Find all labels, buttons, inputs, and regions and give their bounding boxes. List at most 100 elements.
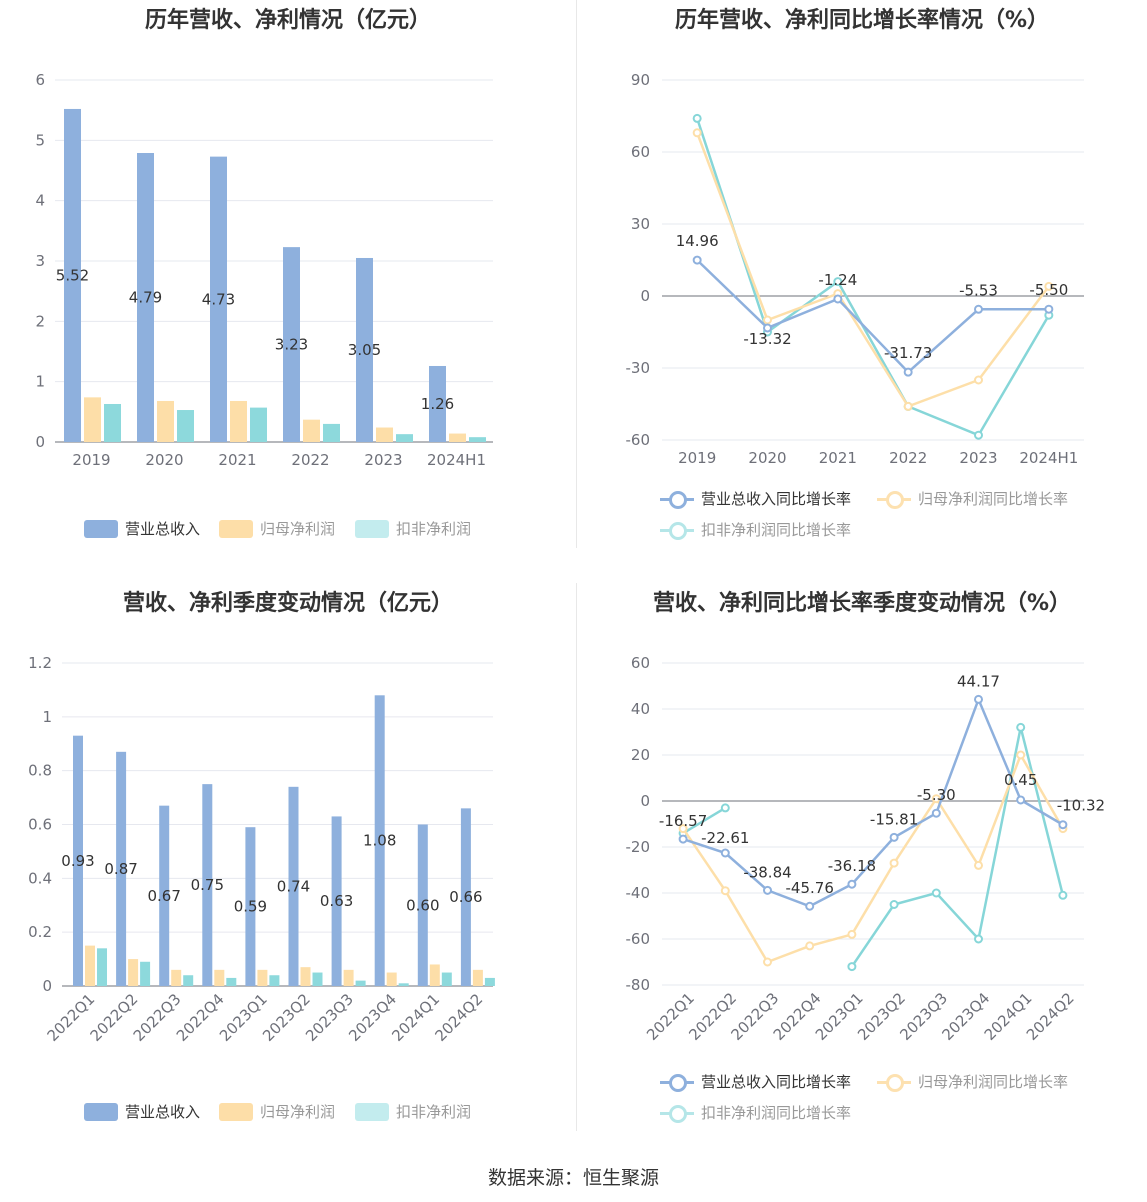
annual-revenue-profit-panel: 历年营收、净利情况（亿元） 0 1 2 3 4 5 6 5.52 2019 4.79 2020 4.7… xyxy=(0,0,576,560)
x-tick-label: 2022 xyxy=(889,449,927,467)
data-label: 4.73 xyxy=(202,290,235,308)
series-line-revenue-growth xyxy=(696,259,1049,374)
bar-net-profit xyxy=(230,400,247,442)
legend-item-revenue-growth[interactable]: 营业总收入同比增长率 xyxy=(660,488,851,509)
series-line-deducted-growth xyxy=(850,727,1065,968)
chart-title: 历年营收、净利情况（亿元） xyxy=(144,8,431,33)
bar-net-profit xyxy=(300,967,311,986)
bar-revenue xyxy=(460,808,471,986)
data-label: -31.73 xyxy=(884,344,932,362)
bar-net-profit xyxy=(429,964,440,986)
point-deducted-growth xyxy=(720,803,730,813)
legend-item-net-profit[interactable]: 归母净利润 xyxy=(219,518,335,539)
bar-deducted-profit xyxy=(398,983,409,986)
legend-item-revenue[interactable]: 营业总收入 xyxy=(84,518,200,539)
legend-item-deducted-growth[interactable]: 扣非净利润同比增长率 xyxy=(660,519,851,540)
legend-item-deducted-profit[interactable]: 扣非净利润 xyxy=(355,518,471,539)
point-revenue-growth xyxy=(1044,304,1054,314)
data-label: -22.61 xyxy=(701,829,749,847)
legend-item-deducted-growth[interactable]: 扣非净利润同比增长率 xyxy=(660,1102,851,1123)
bar-deducted-profit xyxy=(396,434,413,442)
legend-swatch xyxy=(660,1073,694,1092)
bar-deducted-profit xyxy=(140,961,151,986)
bar-deducted-profit xyxy=(312,972,323,986)
bar-net-profit xyxy=(84,397,101,442)
bar-net-profit xyxy=(303,419,320,442)
point-revenue-growth xyxy=(974,304,983,314)
legend-label: 归母净利润 xyxy=(260,1103,336,1121)
legend-item-net-profit-growth[interactable]: 归母净利润同比增长率 xyxy=(877,488,1068,509)
point-revenue-growth xyxy=(903,367,913,377)
data-label: 0.93 xyxy=(61,852,94,870)
bar-net-profit xyxy=(376,427,393,442)
point-deducted-growth xyxy=(931,888,941,898)
x-tick-label: 2024H1 xyxy=(1019,449,1078,467)
x-tick-label: 2020 xyxy=(748,449,786,467)
x-tick-label: 2021 xyxy=(218,451,256,469)
legend-label: 扣非净利润 xyxy=(396,1103,472,1121)
bar-revenue xyxy=(116,751,127,986)
legend-item-revenue[interactable]: 营业总收入 xyxy=(84,1101,200,1122)
legend-item-net-profit[interactable]: 归母净利润 xyxy=(219,1101,335,1122)
point-revenue-growth xyxy=(692,255,702,265)
bar-revenue xyxy=(417,824,428,986)
point-deducted-growth xyxy=(974,934,983,944)
data-label: -1.24 xyxy=(818,271,857,289)
legend-label: 扣非净利润 xyxy=(396,520,472,538)
legend-label: 扣非净利润同比增长率 xyxy=(701,521,852,539)
data-label: 0.74 xyxy=(277,877,310,895)
data-label: -15.81 xyxy=(870,810,918,828)
legend-swatch xyxy=(660,1104,694,1123)
legend-item-net-profit-growth[interactable]: 归母净利润同比增长率 xyxy=(877,1071,1068,1092)
data-label: -13.32 xyxy=(743,330,791,348)
point-deducted-growth xyxy=(889,900,899,909)
data-label: -5.50 xyxy=(1029,281,1068,299)
legend-item-revenue-growth[interactable]: 营业总收入同比增长率 xyxy=(660,1071,851,1092)
legend-label: 营业总收入 xyxy=(125,1103,201,1121)
bar-net-profit xyxy=(449,433,466,442)
bar-deducted-profit xyxy=(269,975,280,986)
bar-deducted-profit xyxy=(355,980,366,986)
point-net-profit-growth xyxy=(847,929,857,939)
y-tick-label: 3 xyxy=(35,252,45,270)
legend-swatch xyxy=(355,1102,389,1121)
quarterly-revenue-profit-panel: 营收、净利季度变动情况（亿元） 0 0.2 0.4 0.6 0.8 1 1.2 0.93 202… xyxy=(0,583,576,1143)
y-tick-label: 0 xyxy=(640,792,650,810)
y-tick-label: 0.2 xyxy=(28,923,52,941)
point-net-profit-growth xyxy=(1016,750,1026,760)
data-label: -45.76 xyxy=(786,879,834,897)
data-label: 3.23 xyxy=(275,336,308,354)
legend-swatch xyxy=(877,1073,911,1092)
data-label: 0.75 xyxy=(191,876,224,894)
legend-label: 归母净利润 xyxy=(260,520,336,538)
y-tick-label: -20 xyxy=(626,838,651,856)
annual-growth-panel: 历年营收、净利同比增长率情况（%） -60 -30 0 30 60 90 14.96 -13.… xyxy=(577,0,1147,560)
y-tick-label: 30 xyxy=(631,215,650,233)
legend-label: 归母净利润同比增长率 xyxy=(918,490,1069,508)
point-net-profit-growth xyxy=(805,941,815,951)
point-net-profit-growth xyxy=(1044,281,1054,291)
point-net-profit-growth xyxy=(763,957,772,967)
data-label: -10.32 xyxy=(1057,797,1105,815)
point-net-profit-growth xyxy=(678,824,688,834)
data-label: 0.60 xyxy=(406,896,439,914)
chart-title: 营收、净利季度变动情况（亿元） xyxy=(122,591,453,616)
bar-deducted-profit xyxy=(469,437,486,442)
bar-revenue xyxy=(210,156,227,442)
point-revenue-growth xyxy=(805,901,815,911)
point-deducted-growth xyxy=(974,430,983,440)
x-tick-label: 2023 xyxy=(364,451,402,469)
legend-item-deducted-profit[interactable]: 扣非净利润 xyxy=(355,1101,471,1122)
y-tick-label: -60 xyxy=(626,930,651,948)
data-label: 4.79 xyxy=(129,289,162,307)
y-tick-label: 60 xyxy=(631,143,650,161)
point-revenue-growth xyxy=(889,832,899,842)
y-tick-label: 5 xyxy=(35,131,45,149)
bar-net-profit xyxy=(171,969,182,986)
data-source-note: 数据来源：恒生聚源 xyxy=(487,1167,659,1189)
point-deducted-growth xyxy=(692,113,702,123)
bar-deducted-profit xyxy=(97,948,107,986)
series-line-deducted-growth xyxy=(695,118,1050,437)
point-revenue-growth xyxy=(720,848,730,858)
legend-swatch xyxy=(219,519,253,538)
